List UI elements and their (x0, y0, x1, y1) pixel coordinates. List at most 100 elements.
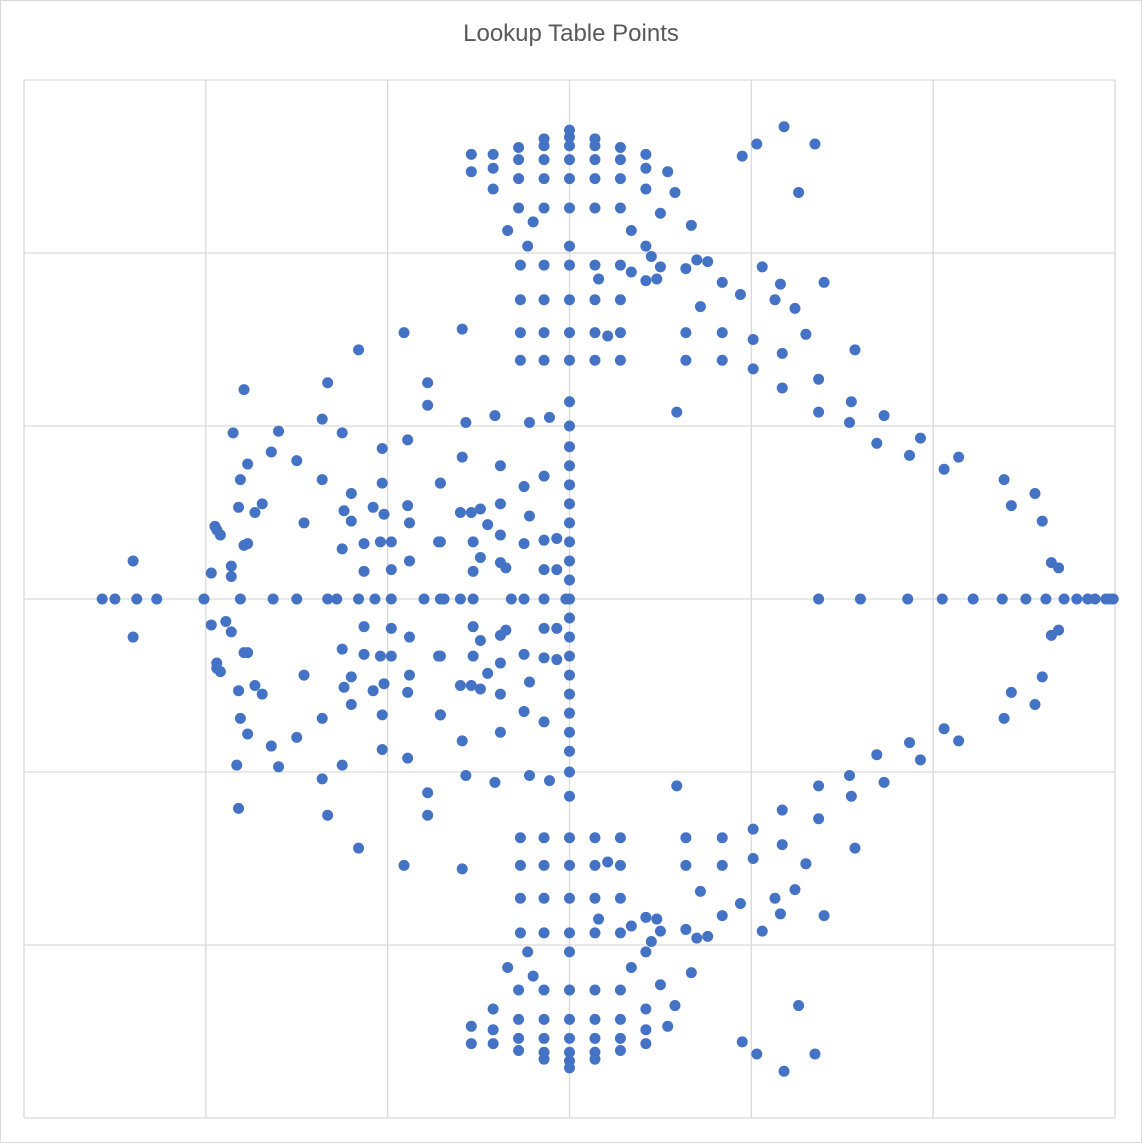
scatter-point (242, 728, 254, 740)
scatter-point (640, 183, 652, 195)
scatter-point (338, 681, 350, 693)
scatter-point (564, 294, 575, 306)
scatter-point (640, 148, 652, 160)
scatter-point (564, 460, 575, 472)
scatter-point (936, 593, 948, 605)
scatter-point (338, 505, 350, 517)
scatter-point (538, 133, 550, 145)
scatter-point (614, 1032, 626, 1044)
scatter-point (523, 676, 535, 688)
scatter-point (298, 517, 310, 529)
scatter-point (513, 173, 525, 185)
scatter-point (614, 892, 626, 904)
scatter-point (998, 474, 1010, 486)
scatter-point (736, 1036, 748, 1048)
scatter-point (614, 832, 626, 844)
scatter-point (538, 593, 550, 605)
scatter-point (774, 278, 786, 290)
scatter-point (494, 498, 506, 510)
scatter-point (238, 647, 250, 659)
scatter-point (518, 648, 530, 660)
scatter-point (902, 593, 914, 605)
scatter-point (494, 657, 506, 669)
scatter-point (1036, 515, 1048, 527)
scatter-point (871, 437, 883, 449)
scatter-point (564, 612, 575, 624)
scatter-point (614, 173, 626, 185)
scatter-point (358, 621, 370, 633)
chart-title: Lookup Table Points (463, 20, 679, 47)
scatter-point (422, 809, 434, 821)
scatter-point (402, 500, 414, 512)
scatter-point (127, 631, 139, 643)
scatter-point (291, 455, 303, 467)
scatter-point (538, 294, 550, 306)
scatter-point (671, 406, 683, 418)
scatter-point (336, 543, 348, 555)
scatter-point (747, 823, 759, 835)
scatter-point (358, 648, 370, 660)
scatter-point (564, 173, 575, 185)
scatter-point (776, 839, 788, 851)
scatter-point (538, 622, 550, 634)
scatter-point (625, 961, 637, 973)
scatter-point (551, 532, 563, 544)
scatter-point (376, 442, 388, 454)
scatter-point (460, 769, 472, 781)
scatter-point (454, 593, 466, 605)
scatter-point (564, 832, 575, 844)
scatter-point (378, 678, 390, 690)
scatter-point (564, 707, 575, 719)
scatter-point (234, 593, 246, 605)
scatter-point (625, 225, 637, 237)
scatter-point (109, 593, 121, 605)
scatter-point (756, 925, 768, 937)
scatter-point (345, 699, 357, 711)
scatter-point (265, 740, 277, 752)
scatter-point (316, 712, 328, 724)
scatter-point (564, 1062, 575, 1074)
scatter-point (640, 1024, 652, 1036)
scatter-point (736, 150, 748, 162)
scatter-point (640, 946, 652, 958)
scatter-point (716, 354, 728, 366)
scatter-point (914, 754, 926, 766)
scatter-point (1089, 593, 1101, 605)
scatter-point (487, 1003, 499, 1015)
scatter-point (1029, 487, 1041, 499)
scatter-point (878, 410, 890, 422)
scatter-point (651, 273, 663, 285)
scatter-point (489, 410, 501, 422)
scatter-point (345, 515, 357, 527)
scatter-point (685, 967, 697, 979)
scatter-point (844, 417, 856, 429)
scatter-point (494, 726, 506, 738)
scatter-point (564, 517, 575, 529)
scatter-point (376, 477, 388, 489)
scatter-point (751, 138, 763, 150)
scatter-point (538, 564, 550, 576)
scatter-point (651, 913, 663, 925)
scatter-point (460, 417, 472, 429)
scatter-point (747, 363, 759, 375)
scatter-point (680, 263, 692, 275)
scatter-point (233, 685, 245, 697)
scatter-point (589, 927, 601, 939)
scatter-point (523, 417, 535, 429)
scatter-point (242, 458, 254, 470)
scatter-point (938, 463, 950, 475)
scatter-point (238, 539, 250, 551)
scatter-point (514, 859, 526, 871)
scatter-point (680, 327, 692, 339)
scatter-point (538, 1013, 550, 1025)
scatter-point (403, 631, 415, 643)
scatter-point (564, 892, 575, 904)
scatter-point (793, 186, 805, 198)
scatter-point (422, 787, 434, 799)
scatter-point (487, 183, 499, 195)
scatter-point (513, 1013, 525, 1025)
scatter-point (543, 775, 555, 787)
scatter-point (367, 501, 379, 513)
scatter-point (345, 671, 357, 683)
scatter-point (996, 593, 1008, 605)
